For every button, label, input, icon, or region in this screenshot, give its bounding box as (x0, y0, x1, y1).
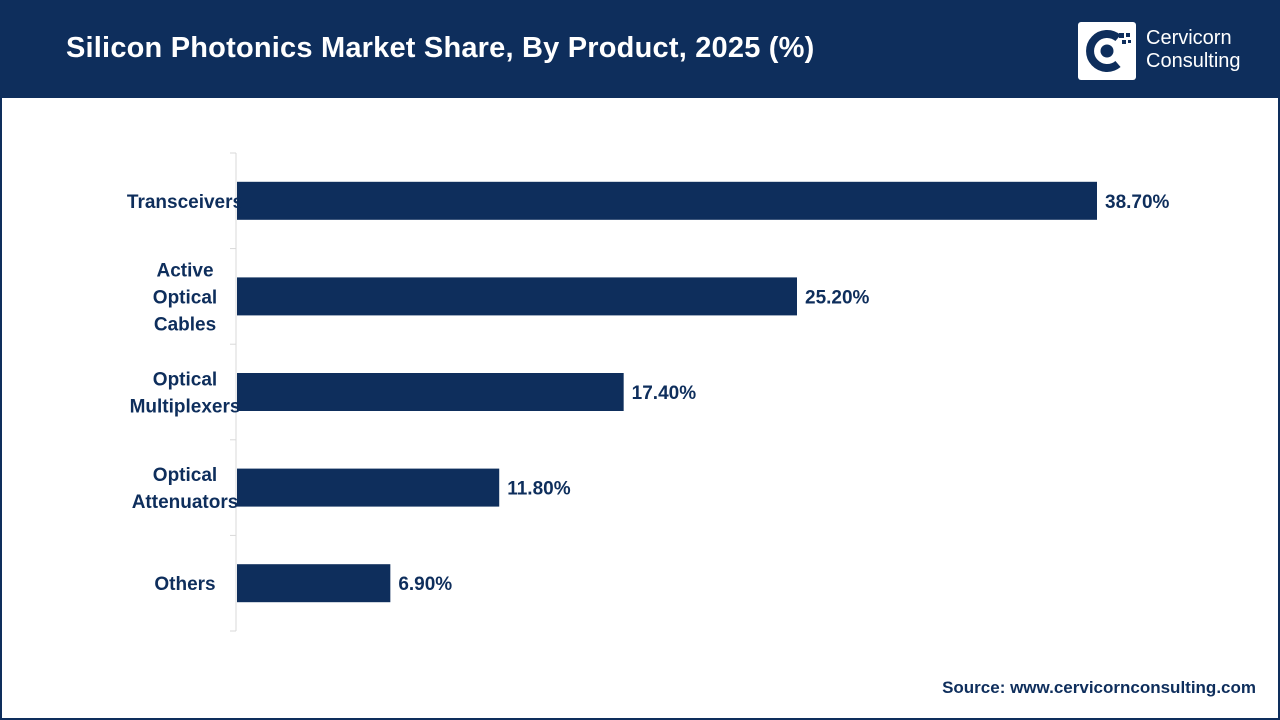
logo-text: Cervicorn Consulting (1146, 27, 1241, 73)
brand-logo: Cervicorn Consulting (1078, 20, 1274, 82)
bar-value-label: 38.70% (1105, 192, 1170, 213)
chart-title: Silicon Photonics Market Share, By Produ… (66, 32, 815, 64)
category-label: Optical (153, 465, 217, 486)
bar (237, 564, 391, 603)
category-label: Transceivers (127, 192, 243, 213)
category-label: Attenuators (132, 492, 239, 513)
bar-value-label: 11.80% (507, 479, 570, 500)
logo-icon (1078, 22, 1136, 80)
bar-value-label: 25.20% (805, 287, 870, 308)
bar (237, 181, 1097, 220)
logo-text-line2: Consulting (1146, 50, 1241, 72)
category-label: Others (154, 574, 215, 595)
bar-value-label: 6.90% (398, 574, 452, 595)
category-label: Cables (154, 314, 216, 335)
category-label: Optical (153, 370, 217, 391)
category-label: Active (156, 260, 213, 281)
bar (237, 468, 500, 507)
header-bar: Silicon Photonics Market Share, By Produ… (2, 2, 1278, 98)
bar (237, 277, 797, 316)
category-label: Multiplexers (130, 397, 241, 418)
category-label: Optical (153, 287, 217, 308)
bar (237, 373, 624, 411)
logo-text-line1: Cervicorn (1146, 27, 1232, 49)
source-note: Source: www.cervicornconsulting.com (942, 678, 1256, 697)
bar-value-label: 17.40% (632, 383, 697, 404)
